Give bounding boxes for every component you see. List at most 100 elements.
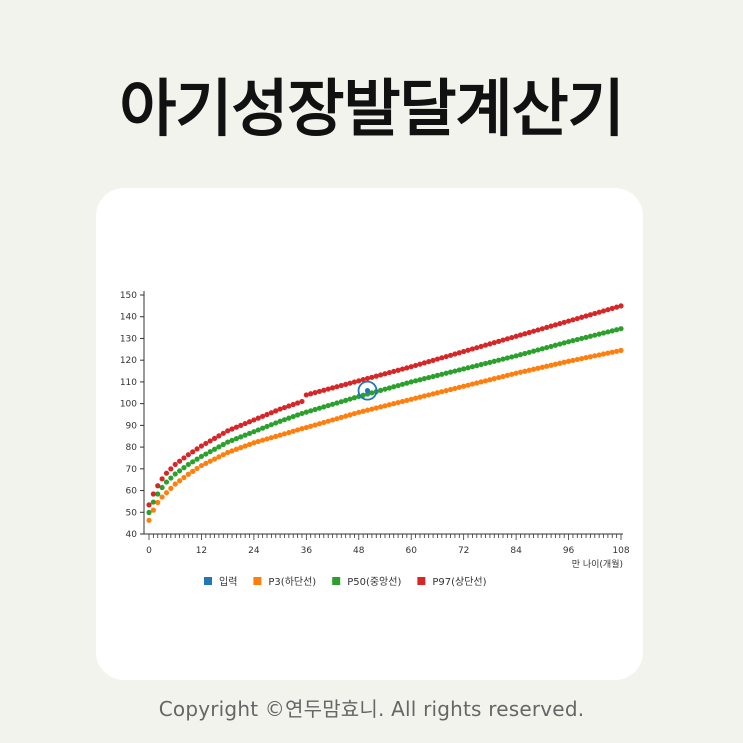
data-point [338,414,344,420]
data-point [378,372,384,378]
legend-item[interactable]: P50(중앙선) [332,576,401,588]
data-point [176,478,183,484]
data-point [329,385,336,391]
data-point [417,377,423,383]
data-point [513,370,519,376]
legend-item[interactable]: 입력 [204,575,237,588]
data-point [522,368,528,374]
data-point [522,350,528,357]
data-point [360,408,366,414]
y-tick-label: 40 [126,530,138,540]
data-point [316,421,323,427]
data-point [260,413,266,419]
data-point [583,334,589,340]
input-marker-point[interactable] [364,388,371,394]
data-point [500,337,506,343]
data-point [251,417,257,423]
data-point [268,435,274,441]
data-point [465,365,471,371]
data-point [255,438,261,445]
data-point [229,426,235,432]
data-point [509,354,515,360]
data-point [539,326,545,332]
data-point [496,374,502,381]
data-point [574,315,580,322]
data-point [316,388,323,395]
data-point [434,390,441,396]
data-point [225,428,231,434]
data-point [408,364,414,370]
x-tick-label: 24 [248,546,260,556]
data-point [552,322,559,328]
data-point [378,387,384,394]
data-point [277,432,283,438]
data-point [539,364,545,370]
legend-label: 입력 [219,575,237,588]
data-point [273,420,279,426]
data-point [496,357,502,363]
legend-item[interactable]: P3(하단선) [253,575,316,588]
legend[interactable]: 입력 P3(하단선) P50(중앙선) P97(상단선) [204,575,487,588]
series-P50(중앙선) [146,326,624,516]
data-point [469,381,476,387]
data-point [211,456,218,462]
data-point [325,386,331,392]
data-point [203,460,209,466]
data-point [308,408,314,414]
data-point [452,351,458,357]
data-point [225,449,231,456]
data-point [447,369,454,375]
data-point [548,343,554,350]
data-point [596,352,602,358]
data-point [242,432,248,438]
y-tick-label: 70 [126,465,138,475]
data-point [412,395,419,401]
data-point [176,468,183,474]
data-point [155,483,161,489]
data-point [216,444,222,450]
data-point [246,430,253,437]
y-tick-label: 80 [126,443,138,453]
data-point [456,384,462,390]
data-point [600,308,607,314]
legend-item[interactable]: P97(상단선) [417,576,487,588]
data-point [570,338,576,344]
data-point [308,391,314,397]
data-point [561,340,567,346]
data-point [504,372,510,378]
data-point [194,456,200,462]
data-point [211,446,218,452]
data-point [299,410,305,417]
data-point [229,437,235,443]
data-point [404,397,410,403]
data-point [478,343,484,350]
data-point [286,429,292,436]
legend-label: P97(상단선) [432,576,486,588]
data-point [364,407,371,413]
data-point [373,373,379,379]
input-marker-ring[interactable] [357,380,378,401]
data-point [570,317,576,323]
data-point [395,399,401,406]
data-point [216,433,222,439]
data-point [443,370,449,376]
data-point [281,417,288,423]
data-point [478,379,484,385]
data-point [474,363,480,369]
data-point [587,354,594,360]
data-point [487,377,493,383]
data-point [290,428,296,434]
data-point [426,359,432,365]
data-point [181,474,187,481]
data-point [539,346,545,352]
data-point [172,481,178,487]
data-point [412,378,419,384]
data-point [281,431,288,437]
legend-label: P3(하단선) [268,575,316,588]
data-point [286,403,292,409]
data-point [574,356,580,363]
data-point [557,341,563,347]
data-point [238,434,244,440]
data-point [312,389,318,396]
data-point [303,409,309,415]
